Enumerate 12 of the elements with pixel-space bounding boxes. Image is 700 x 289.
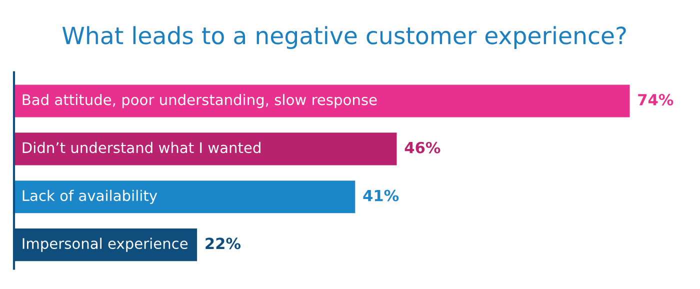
data-label: 46% (404, 142, 440, 154)
data-label: 41% (363, 190, 399, 202)
y-tick-label: Impersonal experience (22, 238, 188, 252)
bar (14, 132, 397, 166)
chart-title: What leads to a negative customer experience? (62, 26, 626, 49)
bar (14, 180, 356, 214)
data-label: 74% (638, 94, 674, 106)
y-tick-label: Bad attitude, poor understanding, slow response (22, 94, 377, 108)
y-tick-label: Lack of availability (22, 190, 158, 204)
data-label: 22% (206, 238, 241, 250)
y-tick-label: Didn’t understand what I wanted (22, 142, 260, 154)
bar (14, 84, 630, 118)
